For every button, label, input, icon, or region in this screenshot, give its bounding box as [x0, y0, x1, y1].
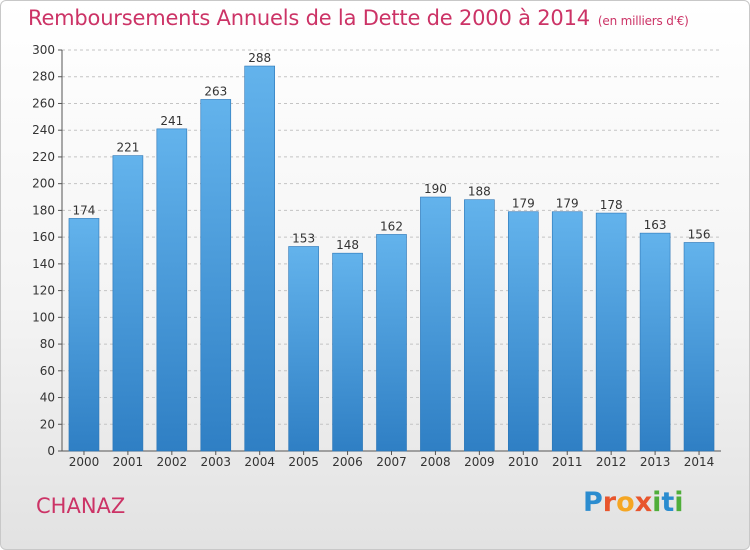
- x-tick-label: 2006: [332, 455, 363, 469]
- chart-subtitle: (en milliers d'€): [597, 14, 689, 28]
- y-tick-label: 180: [32, 203, 55, 217]
- y-tick-label: 80: [40, 337, 55, 351]
- y-tick-label: 300: [32, 43, 55, 57]
- y-tick-label: 200: [32, 177, 55, 191]
- x-tick-label: 2005: [288, 455, 319, 469]
- x-tick-label: 2000: [69, 455, 100, 469]
- logo-letter: P: [583, 487, 603, 518]
- chart-title: Remboursements Annuels de la Dette de 20…: [28, 6, 689, 30]
- bar: [551, 211, 583, 452]
- bar-value-label: 153: [292, 231, 315, 245]
- bar-value-label: 174: [73, 203, 96, 217]
- x-tick-label: 2003: [200, 455, 231, 469]
- logo-letter: r: [602, 487, 617, 518]
- bar-value-label: 190: [424, 182, 447, 196]
- bar-value-label: 288: [248, 51, 271, 65]
- y-tick-label: 40: [40, 391, 55, 405]
- y-tick-label: 220: [32, 150, 55, 164]
- proxiti-logo: Proxiti: [583, 487, 684, 518]
- bar: [420, 196, 451, 452]
- x-tick-label: 2012: [596, 455, 627, 469]
- bar: [68, 218, 100, 452]
- logo-letter: x: [634, 487, 653, 518]
- y-tick-label: 0: [47, 444, 55, 458]
- y-tick-label: 20: [40, 417, 55, 431]
- bar-value-label: 148: [336, 238, 359, 252]
- bar: [464, 199, 495, 452]
- x-tick-label: 2011: [552, 455, 583, 469]
- y-tick-label: 280: [32, 70, 55, 84]
- y-tick-label: 240: [32, 123, 55, 137]
- y-tick-label: 260: [32, 96, 55, 110]
- y-tick-label: 140: [32, 257, 55, 271]
- bar-value-label: 241: [160, 114, 183, 128]
- bar-value-label: 221: [116, 141, 139, 155]
- x-tick-label: 2002: [157, 455, 188, 469]
- bar: [683, 242, 715, 452]
- bar: [376, 234, 407, 452]
- bar: [244, 65, 275, 452]
- y-tick-label: 120: [32, 284, 55, 298]
- logo-letter: i: [652, 487, 662, 518]
- bar: [639, 232, 671, 452]
- bar-value-label: 263: [204, 84, 227, 98]
- x-tick-label: 2009: [464, 455, 495, 469]
- x-tick-label: 2001: [113, 455, 144, 469]
- y-tick-label: 160: [32, 230, 55, 244]
- x-tick-label: 2013: [640, 455, 671, 469]
- bar-value-label: 179: [512, 197, 535, 211]
- bar-value-label: 163: [644, 218, 667, 232]
- bar: [112, 155, 144, 452]
- bar: [200, 99, 232, 452]
- bar: [332, 252, 363, 452]
- logo-letter: t: [661, 487, 675, 518]
- x-tick-label: 2014: [684, 455, 715, 469]
- bar: [507, 211, 539, 452]
- bar-value-label: 162: [380, 219, 403, 233]
- bar: [156, 128, 188, 452]
- logo-letter: o: [616, 487, 635, 518]
- y-tick-label: 60: [40, 364, 55, 378]
- bar-value-label: 179: [556, 197, 579, 211]
- bar: [595, 212, 627, 452]
- x-tick-label: 2008: [420, 455, 451, 469]
- y-tick-label: 100: [32, 310, 55, 324]
- x-tick-label: 2007: [376, 455, 407, 469]
- x-tick-label: 2010: [508, 455, 539, 469]
- bar: [288, 246, 319, 452]
- bar-value-label: 178: [600, 198, 623, 212]
- logo-letter: i: [674, 487, 684, 518]
- bar-value-label: 188: [468, 185, 491, 199]
- commune-name: CHANAZ: [36, 494, 126, 518]
- x-tick-label: 2004: [244, 455, 275, 469]
- bar-value-label: 156: [688, 227, 711, 241]
